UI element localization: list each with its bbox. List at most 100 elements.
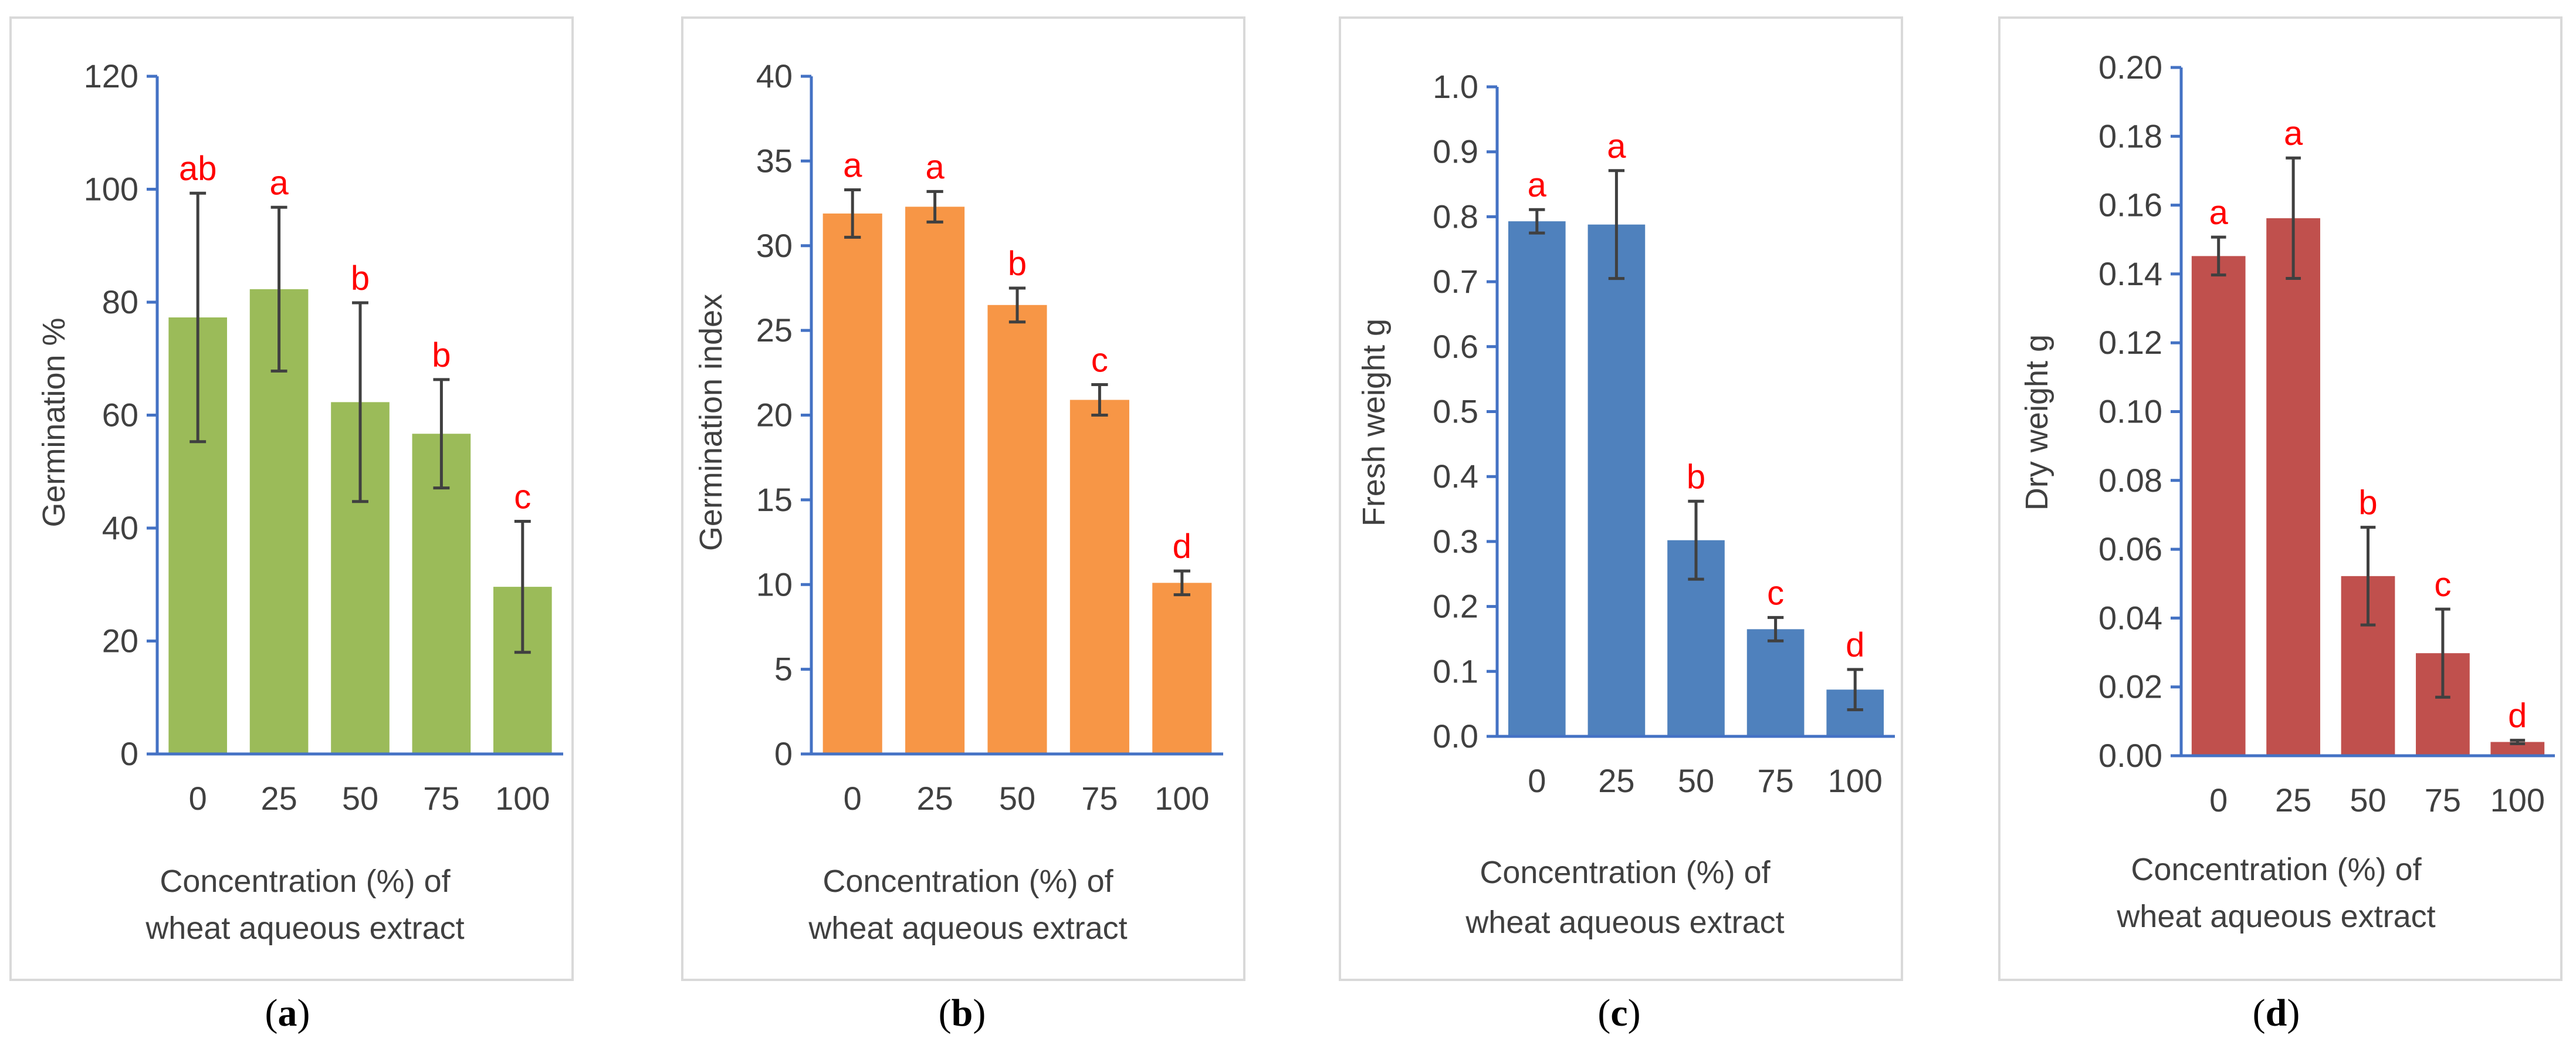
- y-tick-label: 0.10: [2098, 393, 2162, 430]
- x-tick-label: 25: [260, 780, 297, 817]
- y-tick-label: 20: [756, 397, 793, 434]
- x-tick-label: 25: [1598, 762, 1634, 799]
- x-tick-label: 75: [423, 780, 459, 817]
- y-tick-label: 0.8: [1433, 198, 1478, 235]
- y-tick-label: 0: [120, 735, 138, 772]
- significance-letter: d: [1846, 626, 1864, 664]
- panel-tag-b: (b): [939, 992, 986, 1034]
- y-tick-label: 5: [774, 651, 793, 688]
- x-tick-label: 100: [1827, 762, 1882, 799]
- x-axis-label-line2: wheat aqueous extract: [1465, 905, 1784, 940]
- significance-letter: d: [1173, 527, 1191, 566]
- x-tick-label: 0: [189, 780, 207, 817]
- y-tick-label: 0.6: [1433, 328, 1478, 365]
- y-axis-label: Germination %: [36, 317, 72, 527]
- x-tick-label: 100: [1155, 780, 1209, 817]
- x-tick-label: 25: [916, 780, 953, 817]
- plot-area: 0 20 40 60 80 100 120 ab 0 a 25 b 50 b 75 c 100: [84, 58, 563, 817]
- significance-letter: c: [514, 478, 531, 516]
- plot-area: 0.0 0.1 0.2 0.3 0.4 0.5 0.6 0.7 0.8 0.9 1.0 a 0 a 25 b 5…: [1433, 68, 1895, 799]
- y-tick-label: 0.20: [2098, 49, 2162, 86]
- x-axis-label-line1: Concentration (%) of: [160, 864, 451, 899]
- y-tick-label: 30: [756, 227, 793, 264]
- x-tick-label: 0: [2209, 782, 2228, 819]
- y-tick-label: 0.9: [1433, 133, 1478, 170]
- panel-a: Germination % Concentration (%) of wheat…: [9, 16, 574, 981]
- bar: [2191, 256, 2246, 756]
- panel-tag-d: (d): [2253, 992, 2300, 1034]
- y-tick-label: 0.0: [1433, 718, 1478, 755]
- y-tick-label: 35: [756, 142, 793, 179]
- y-tick-label: 0.06: [2098, 530, 2162, 567]
- x-axis-label-line1: Concentration (%) of: [2131, 852, 2422, 887]
- significance-letter: c: [1091, 341, 1108, 380]
- panel-b: Germination index Concentration (%) of w…: [681, 16, 1245, 981]
- y-tick-label: 0.02: [2098, 668, 2162, 705]
- x-tick-label: 50: [2350, 782, 2386, 819]
- y-tick-label: 1.0: [1433, 68, 1478, 105]
- panel-frame: [1998, 16, 2563, 981]
- panel-tag-a: (a): [265, 992, 310, 1034]
- significance-letter: b: [351, 259, 370, 297]
- x-tick-label: 75: [1081, 780, 1118, 817]
- x-tick-label: 25: [2275, 782, 2311, 819]
- panel-d: Dry weight g Concentration (%) of wheat …: [1998, 16, 2563, 981]
- significance-letter: a: [2284, 114, 2303, 153]
- significance-letter: a: [1528, 166, 1547, 204]
- y-tick-label: 60: [102, 397, 138, 434]
- bar: [1587, 224, 1646, 737]
- panel-frame: [1339, 16, 1903, 981]
- bar: [1508, 221, 1566, 736]
- plot-area: 0 5 10 15 20 25 30 35 40 a 0 a 25 b 50 c 75 d 100: [756, 58, 1223, 817]
- y-tick-label: 0.16: [2098, 187, 2162, 224]
- bar: [1069, 400, 1129, 754]
- significance-letter: ab: [179, 150, 217, 188]
- panel-tag-c: (c): [1597, 992, 1640, 1034]
- significance-letter: c: [2434, 566, 2451, 604]
- y-tick-label: 15: [756, 481, 793, 518]
- bar: [2266, 218, 2320, 756]
- panel-frame: [681, 16, 1245, 981]
- y-tick-label: 20: [102, 623, 138, 660]
- y-tick-label: 0.4: [1433, 458, 1478, 495]
- y-tick-label: 40: [756, 58, 793, 94]
- x-tick-label: 100: [2490, 782, 2545, 819]
- significance-letter: c: [1767, 574, 1784, 612]
- bar: [2490, 742, 2545, 756]
- y-axis-label: Dry weight g: [2019, 334, 2054, 510]
- y-tick-label: 0.7: [1433, 263, 1478, 300]
- significance-letter: b: [1008, 245, 1027, 283]
- x-tick-label: 0: [1528, 762, 1546, 799]
- significance-letter: a: [843, 146, 862, 184]
- x-tick-label: 75: [1757, 762, 1793, 799]
- x-axis-label-line2: wheat aqueous extract: [808, 911, 1127, 946]
- y-tick-label: 0.18: [2098, 117, 2162, 154]
- x-tick-label: 50: [999, 780, 1035, 817]
- significance-letter: a: [2209, 194, 2229, 232]
- x-tick-label: 50: [1678, 762, 1714, 799]
- x-axis-label-line2: wheat aqueous extract: [2116, 899, 2435, 934]
- plot-area: 0.00 0.02 0.04 0.06 0.08 0.10 0.12 0.14 0.16 0.18…: [2098, 49, 2555, 819]
- significance-letter: d: [2508, 697, 2527, 735]
- panel-c: Fresh weight g Concentration (%) of whea…: [1339, 16, 1903, 981]
- significance-letter: b: [1687, 458, 1705, 496]
- bar: [1152, 583, 1212, 754]
- x-tick-label: 50: [342, 780, 378, 817]
- bar: [1746, 629, 1805, 736]
- bar: [822, 213, 882, 754]
- x-tick-label: 0: [844, 780, 862, 817]
- y-tick-label: 10: [756, 566, 793, 603]
- y-tick-label: 0.3: [1433, 523, 1478, 560]
- y-tick-label: 0.00: [2098, 737, 2162, 774]
- significance-letter: b: [2358, 484, 2377, 522]
- y-tick-label: 0.1: [1433, 652, 1478, 689]
- bar: [905, 207, 965, 754]
- y-tick-label: 0.5: [1433, 393, 1478, 430]
- y-tick-label: 80: [102, 283, 138, 320]
- y-tick-label: 0.14: [2098, 255, 2162, 292]
- significance-letter: a: [269, 164, 289, 202]
- bar: [987, 305, 1047, 754]
- x-axis-label-line1: Concentration (%) of: [822, 864, 1113, 899]
- y-axis-label: Germination index: [693, 294, 729, 551]
